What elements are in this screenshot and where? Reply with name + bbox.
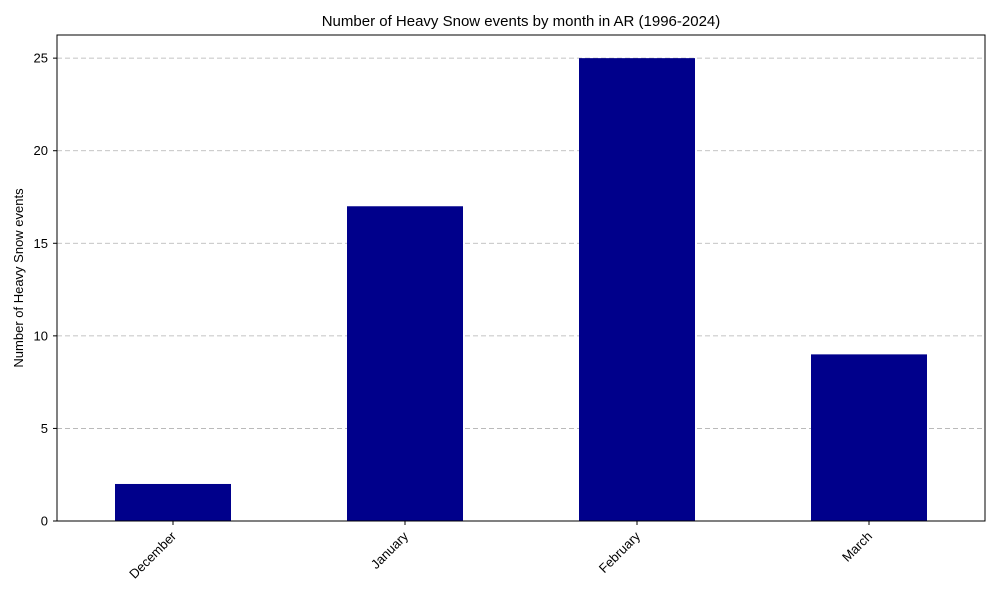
chart-title: Number of Heavy Snow events by month in … xyxy=(322,13,721,30)
y-tick-label: 5 xyxy=(41,421,48,436)
y-axis-ticks: 0 5 10 15 20 25 xyxy=(34,51,57,529)
y-tick-label: 15 xyxy=(34,236,48,251)
y-axis-label: Number of Heavy Snow events xyxy=(11,188,26,368)
bar-january xyxy=(347,206,463,521)
bar-december xyxy=(115,483,231,521)
x-tick-label: February xyxy=(596,528,644,576)
x-tick-label: January xyxy=(368,528,412,572)
y-tick-label: 10 xyxy=(34,328,48,343)
y-tick-label: 20 xyxy=(34,143,48,158)
x-axis-ticks: December January February March xyxy=(126,521,875,582)
bar-february xyxy=(579,58,695,522)
bar-march xyxy=(811,354,927,521)
plot-frame xyxy=(56,34,986,522)
grid-lines xyxy=(57,57,985,429)
x-tick-label: December xyxy=(126,528,179,581)
bars xyxy=(115,58,927,522)
x-tick-label: March xyxy=(839,529,875,565)
y-tick-label: 25 xyxy=(34,51,48,66)
y-tick-label: 0 xyxy=(41,514,48,529)
